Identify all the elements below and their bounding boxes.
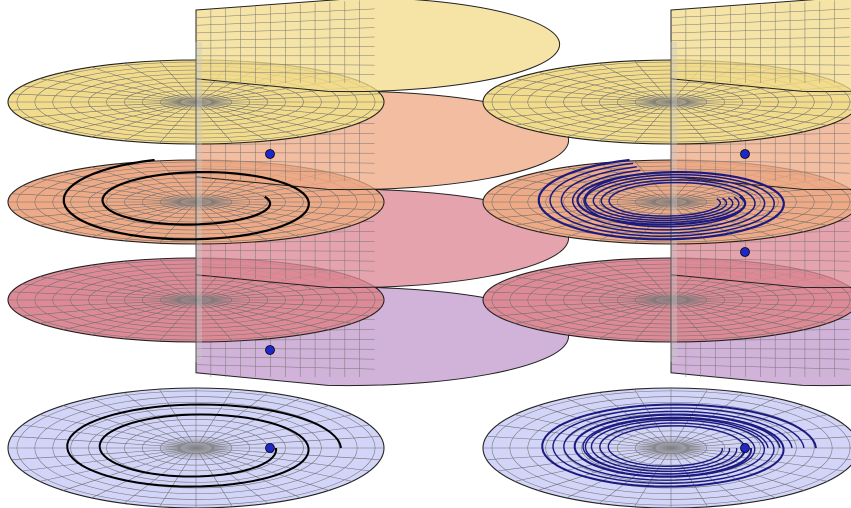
lifted-paths [62,158,342,488]
lifted-paths [537,158,817,488]
lifted-path [62,158,310,241]
sheet-wedge-top [195,0,561,93]
lifted-path [537,158,785,241]
end-point-marker [265,345,275,355]
base-disk [7,387,385,508]
sheet-wedge-top [670,0,851,93]
base-point-marker [740,443,750,453]
lifted-path [549,162,775,237]
projected-path [66,403,342,488]
start-point-marker [265,149,275,159]
branch-cut [670,42,677,362]
projected-path [573,414,781,478]
projected-path [563,410,793,481]
lifted-path [571,169,756,231]
right-panel [482,0,851,508]
lifted-path [583,172,747,228]
base-point-marker [265,443,275,453]
end-point-marker [740,247,750,257]
branch-cut [195,42,202,362]
lifted-path [560,166,766,234]
left-panel [7,0,570,508]
base-disk [482,387,851,508]
start-point-marker [740,149,750,159]
